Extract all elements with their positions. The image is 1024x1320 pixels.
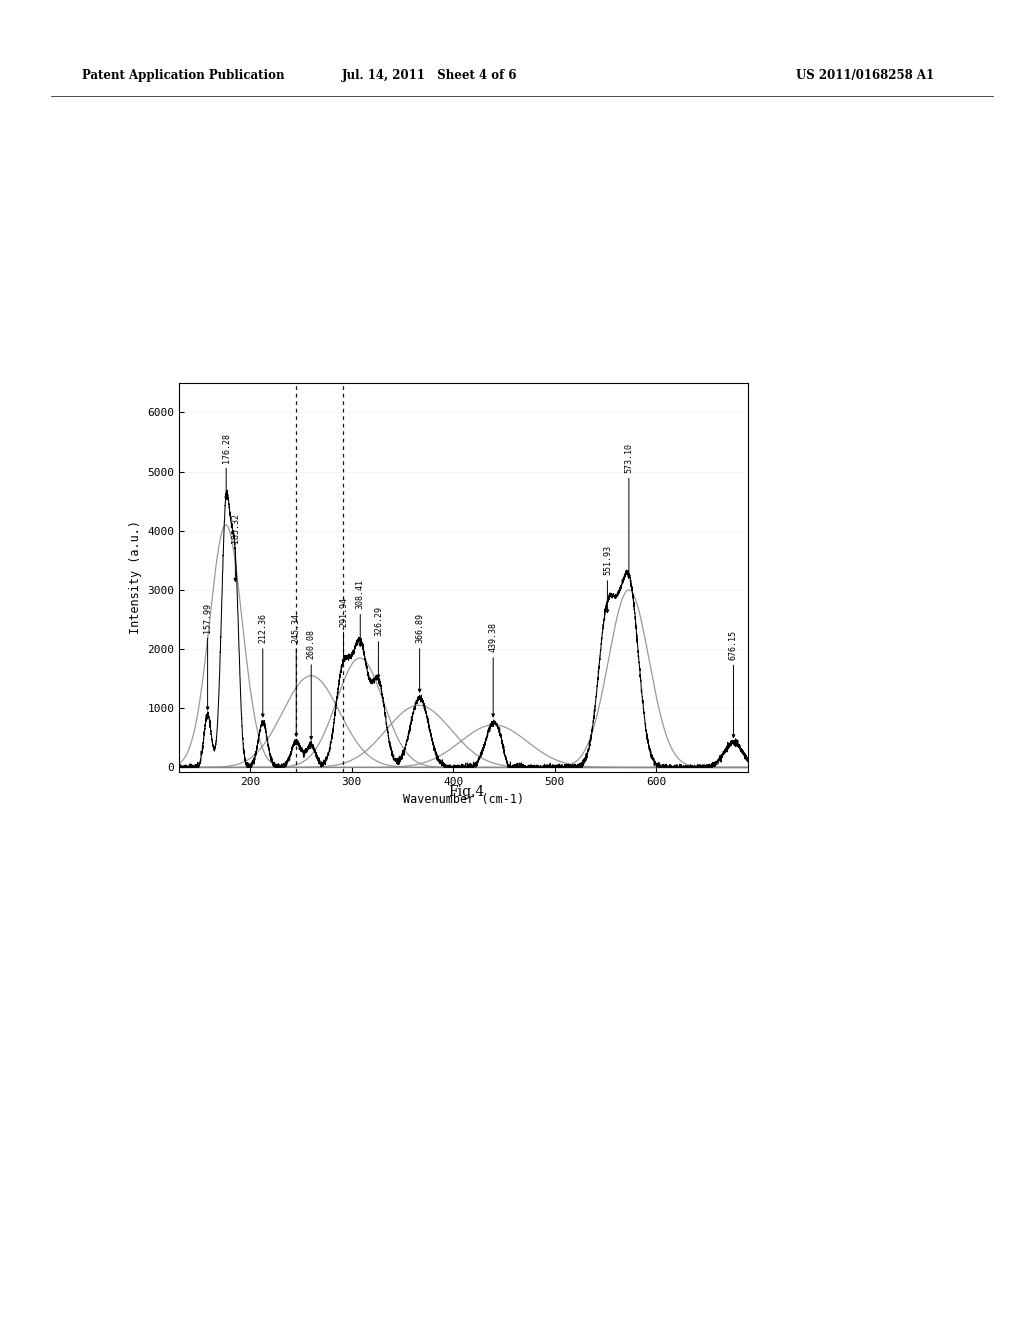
Text: Patent Application Publication: Patent Application Publication	[82, 69, 285, 82]
Text: Fig.4: Fig.4	[447, 785, 484, 800]
Text: 212.36: 212.36	[258, 614, 267, 717]
Text: 676.15: 676.15	[729, 630, 738, 738]
Text: 551.93: 551.93	[603, 545, 612, 612]
Text: 245.34: 245.34	[292, 614, 301, 737]
Text: 308.41: 308.41	[355, 579, 365, 647]
Text: 439.38: 439.38	[488, 622, 498, 717]
X-axis label: Wavenumber (cm-1): Wavenumber (cm-1)	[402, 792, 524, 805]
Y-axis label: Intensity (a.u.): Intensity (a.u.)	[129, 520, 141, 635]
Text: 185.32: 185.32	[230, 512, 240, 581]
Text: Jul. 14, 2011   Sheet 4 of 6: Jul. 14, 2011 Sheet 4 of 6	[342, 69, 518, 82]
Text: 366.89: 366.89	[415, 614, 424, 692]
Text: 326.29: 326.29	[374, 606, 383, 677]
Text: 157.99: 157.99	[203, 602, 212, 710]
Text: 291.94: 291.94	[339, 597, 348, 663]
Text: US 2011/0168258 A1: US 2011/0168258 A1	[797, 69, 934, 82]
Text: 260.08: 260.08	[307, 630, 315, 739]
Text: 176.28: 176.28	[221, 433, 230, 500]
Text: 573.10: 573.10	[625, 442, 634, 578]
